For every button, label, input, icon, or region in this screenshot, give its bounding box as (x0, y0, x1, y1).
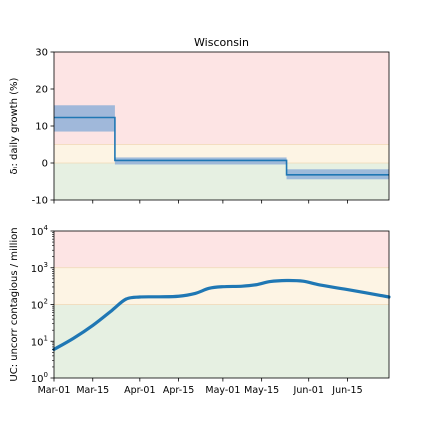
contagious-y-tick-label: 100 (31, 371, 48, 385)
contagious-y-axis-label: UC: uncorr contagious / million (9, 227, 20, 381)
x-tick-label: Apr-15 (163, 385, 194, 396)
growth-plot-frame (53, 51, 390, 201)
x-tick-label: Jun-15 (331, 385, 362, 396)
x-tick-label: Mar-01 (38, 385, 71, 396)
growth-y-tick-label: 20 (35, 85, 48, 96)
x-tick-label: May-01 (205, 385, 240, 396)
growth-y-axis-label: δᵢ: daily growth (%) (9, 77, 20, 174)
growth-y-tick-label: 10 (35, 122, 48, 133)
x-tick-label: Apr-01 (124, 385, 155, 396)
contagious-panel: Mar-01 Mar-15 Apr-01 Apr-15 May-01 May-15 Jun-… (9, 224, 391, 396)
growth-zone-0 (54, 163, 389, 200)
contagious-zone-0 (54, 304, 389, 378)
contagious-curve (52, 278, 391, 352)
x-tick-label: Jun-01 (293, 385, 324, 396)
contagious-y-tick-label: 101 (31, 334, 48, 348)
growth-y-tick-label: 30 (35, 48, 48, 59)
growth-band-segment-0 (54, 105, 115, 132)
x-tick-label: Mar-15 (76, 385, 109, 396)
chart-title: Wisconsin (194, 36, 249, 49)
contagious-y-tick-label: 103 (31, 261, 48, 275)
contagious-zone-2 (54, 231, 389, 268)
growth-panel: -10 0 10 20 30 Wisconsin δᵢ: daily growth (%… (9, 36, 390, 207)
x-tick-label: May-15 (244, 385, 279, 396)
contagious-y-tick-label: 102 (31, 298, 48, 312)
growth-y-tick-label: -10 (32, 196, 48, 207)
contagious-y-tick-label: 104 (31, 224, 49, 238)
contagious-plot-frame (53, 230, 390, 379)
growth-y-tick-label: 0 (42, 159, 48, 170)
growth-step-line (54, 116, 389, 176)
